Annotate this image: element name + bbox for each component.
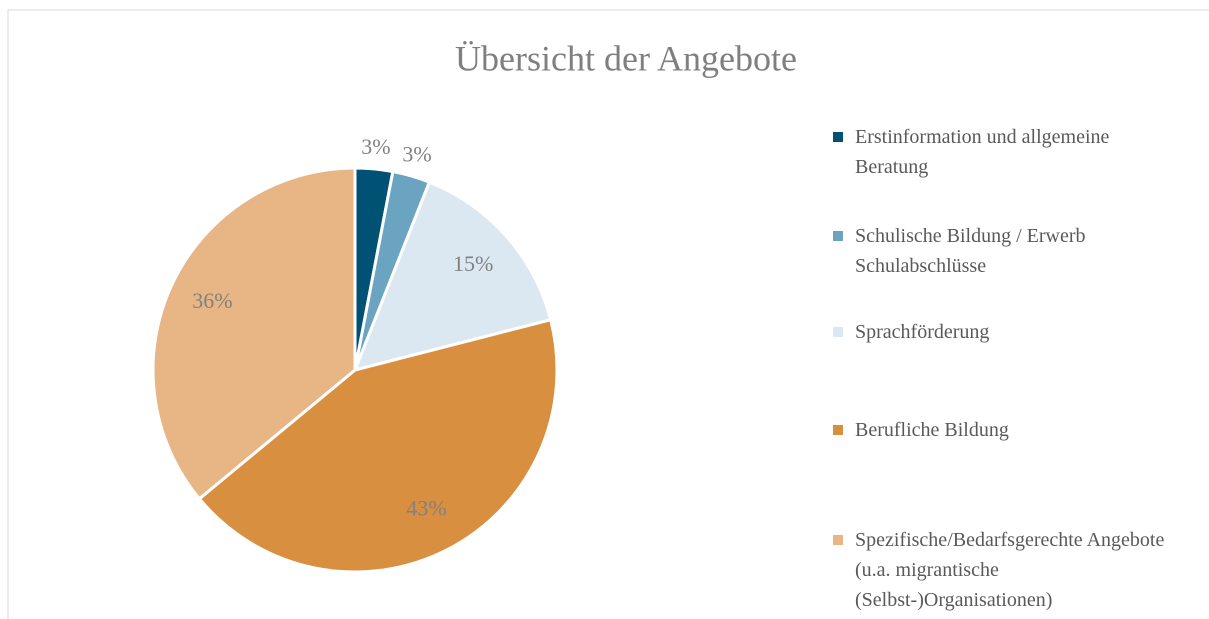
legend-label: Sprachförderung — [855, 321, 990, 343]
data-label: 3% — [402, 142, 431, 167]
legend-label: Berufliche Bildung — [855, 419, 1009, 441]
legend-swatch — [833, 327, 843, 337]
data-label: 15% — [453, 251, 493, 276]
legend-swatch — [833, 132, 843, 142]
data-label: 43% — [406, 495, 446, 520]
pie-slice — [197, 317, 559, 574]
legend-item: Sprachförderung — [833, 317, 1183, 347]
legend-item: Schulische Bildung / Erwerb Schulabschlü… — [833, 221, 1183, 281]
pie-slice — [151, 166, 357, 501]
chart-title: Übersicht der Angebote — [455, 38, 797, 78]
legend-label: Erstinformation und allgemeine Beratung — [855, 126, 1110, 178]
legend-item: Erstinformation und allgemeine Beratung — [833, 122, 1183, 182]
legend-item: Spezifische/Bedarfsgerechte Angebote (u.… — [833, 525, 1183, 615]
legend-label: Schulische Bildung / Erwerb Schulabschlü… — [855, 225, 1086, 277]
pie-slice — [352, 180, 553, 373]
legend-label: Spezifische/Bedarfsgerechte Angebote (u.… — [855, 529, 1165, 611]
legend-swatch — [833, 231, 843, 241]
legend-swatch — [833, 535, 843, 545]
legend-item: Berufliche Bildung — [833, 415, 1183, 445]
data-label: 3% — [361, 134, 390, 159]
data-label: 36% — [192, 288, 232, 313]
chart-border — [7, 9, 1209, 619]
legend-swatch — [833, 425, 843, 435]
